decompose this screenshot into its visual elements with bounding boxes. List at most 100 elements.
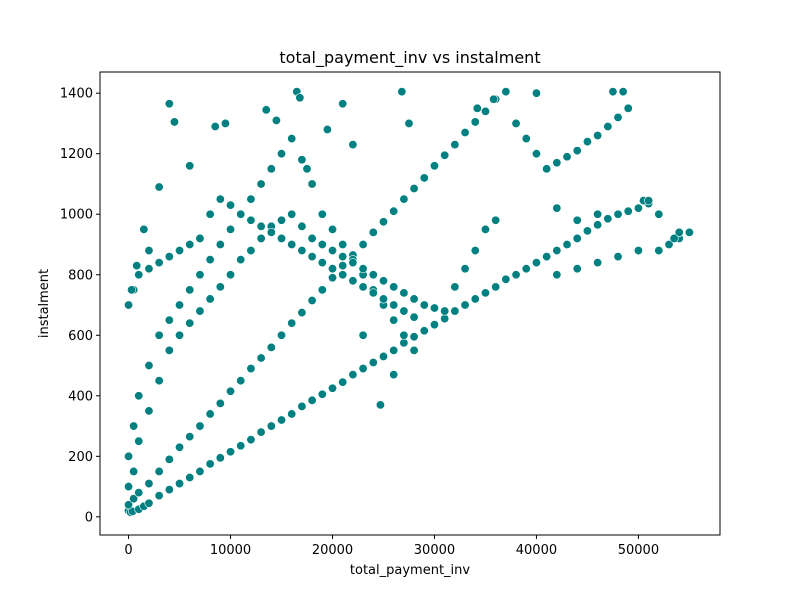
x-tick-label: 10000 (210, 543, 251, 558)
data-point (287, 134, 297, 144)
data-point (195, 466, 205, 476)
data-point (531, 258, 541, 268)
data-point (552, 203, 562, 213)
data-point (266, 421, 276, 431)
data-point (210, 121, 220, 131)
data-point (338, 377, 348, 387)
data-point (552, 246, 562, 256)
data-point (195, 270, 205, 280)
x-tick-label: 20000 (312, 543, 353, 558)
data-point (358, 330, 368, 340)
data-point (317, 389, 327, 399)
data-point (129, 466, 139, 476)
data-point (256, 427, 266, 437)
data-point (552, 158, 562, 168)
data-point (368, 358, 378, 368)
data-point (501, 274, 511, 284)
data-point (134, 488, 144, 498)
data-point (127, 285, 137, 295)
chart-title: total_payment_inv vs instalment (279, 48, 540, 68)
data-point (185, 239, 195, 249)
data-point (618, 87, 628, 97)
data-point (327, 383, 337, 393)
data-point (215, 194, 225, 204)
data-point (246, 215, 256, 225)
data-point (389, 300, 399, 310)
data-point (664, 239, 674, 249)
data-point (297, 155, 307, 165)
data-point (256, 353, 266, 363)
data-point (175, 330, 185, 340)
data-point (501, 87, 511, 97)
data-point (378, 294, 388, 304)
data-point (572, 215, 582, 225)
data-point (419, 300, 429, 310)
data-point (144, 498, 154, 508)
data-point (613, 112, 623, 122)
data-point (572, 264, 582, 274)
data-point (297, 308, 307, 318)
data-point (175, 300, 185, 310)
y-tick-label: 600 (68, 329, 93, 344)
data-point (644, 196, 654, 206)
data-point (593, 131, 603, 141)
data-point (542, 252, 552, 262)
data-point (429, 161, 439, 171)
data-point (307, 295, 317, 305)
x-tick-label: 50000 (618, 543, 659, 558)
data-point (164, 454, 174, 464)
data-point (389, 370, 399, 380)
data-point (277, 233, 287, 243)
data-point (470, 246, 480, 256)
data-point (246, 246, 256, 256)
data-point (582, 226, 592, 236)
data-point (338, 252, 348, 262)
data-point (154, 376, 164, 386)
data-point (226, 386, 236, 396)
data-point (480, 288, 490, 298)
data-point (419, 173, 429, 183)
data-point (215, 398, 225, 408)
data-point (409, 345, 419, 355)
data-point (154, 330, 164, 340)
data-point (378, 276, 388, 286)
data-point (246, 435, 256, 445)
data-point (654, 246, 664, 256)
data-point (287, 209, 297, 219)
x-axis-label: total_payment_inv (350, 563, 470, 578)
data-point (399, 194, 409, 204)
data-point (399, 306, 409, 316)
data-point (409, 294, 419, 304)
data-point (674, 227, 684, 237)
data-point (613, 209, 623, 219)
y-tick-label: 800 (68, 268, 93, 283)
data-point (215, 453, 225, 463)
data-point (277, 149, 287, 159)
data-point (277, 215, 287, 225)
data-point (236, 376, 246, 386)
data-point (277, 330, 287, 340)
data-point (246, 194, 256, 204)
data-point (124, 482, 134, 492)
data-point (552, 270, 562, 280)
y-tick-label: 400 (68, 389, 93, 404)
data-point (440, 314, 450, 324)
data-point (389, 206, 399, 216)
data-point (338, 261, 348, 271)
data-point (429, 320, 439, 330)
data-point (195, 421, 205, 431)
data-points (124, 87, 694, 517)
x-tick-label: 40000 (516, 543, 557, 558)
data-point (124, 300, 134, 310)
data-point (236, 441, 246, 451)
data-point (460, 300, 470, 310)
data-point (277, 415, 287, 425)
data-point (144, 406, 154, 416)
data-point (633, 203, 643, 213)
data-point (542, 164, 552, 174)
data-point (256, 221, 266, 231)
data-point (562, 152, 572, 162)
x-tick-label: 30000 (414, 543, 455, 558)
data-point (317, 285, 327, 295)
